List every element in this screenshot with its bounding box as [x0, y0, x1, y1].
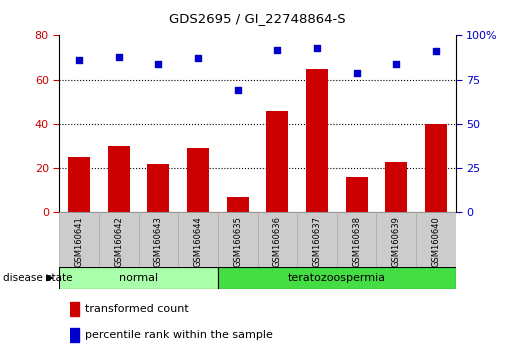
- Point: [194, 56, 202, 61]
- Bar: [147, 164, 169, 212]
- Text: GDS2695 / GI_22748864-S: GDS2695 / GI_22748864-S: [169, 12, 346, 25]
- Point: [352, 70, 360, 75]
- Bar: [59, 267, 218, 289]
- Text: normal: normal: [119, 273, 158, 283]
- Bar: [59, 212, 99, 267]
- Text: GSM160635: GSM160635: [233, 216, 242, 267]
- Point: [273, 47, 281, 52]
- Text: GSM160644: GSM160644: [194, 216, 202, 267]
- Text: teratozoospermia: teratozoospermia: [288, 273, 386, 283]
- Point: [154, 61, 162, 67]
- Bar: [178, 212, 218, 267]
- Bar: [385, 161, 407, 212]
- Point: [432, 48, 440, 54]
- Bar: [258, 212, 297, 267]
- Point: [313, 45, 321, 51]
- Bar: [297, 212, 337, 267]
- Bar: [70, 302, 79, 316]
- Bar: [187, 148, 209, 212]
- Text: GSM160636: GSM160636: [273, 216, 282, 267]
- Text: GSM160638: GSM160638: [352, 216, 361, 267]
- Text: GSM160643: GSM160643: [154, 216, 163, 267]
- Point: [233, 87, 242, 93]
- Bar: [218, 267, 456, 289]
- Text: disease state: disease state: [3, 273, 72, 283]
- Bar: [139, 212, 178, 267]
- Text: GSM160641: GSM160641: [75, 216, 83, 267]
- Point: [392, 61, 401, 67]
- Bar: [416, 212, 456, 267]
- Bar: [266, 110, 288, 212]
- Bar: [99, 212, 139, 267]
- Bar: [425, 124, 447, 212]
- Text: GSM160642: GSM160642: [114, 216, 123, 267]
- Text: GSM160639: GSM160639: [392, 216, 401, 267]
- Bar: [227, 197, 249, 212]
- Bar: [218, 212, 258, 267]
- Bar: [346, 177, 368, 212]
- Text: transformed count: transformed count: [84, 304, 188, 314]
- Text: GSM160637: GSM160637: [313, 216, 321, 267]
- Point: [114, 54, 123, 59]
- Text: percentile rank within the sample: percentile rank within the sample: [84, 330, 272, 340]
- Bar: [70, 328, 79, 342]
- Text: GSM160640: GSM160640: [432, 216, 440, 267]
- Point: [75, 57, 83, 63]
- Bar: [306, 69, 328, 212]
- Bar: [376, 212, 416, 267]
- Bar: [68, 157, 90, 212]
- Bar: [337, 212, 376, 267]
- Bar: [108, 146, 130, 212]
